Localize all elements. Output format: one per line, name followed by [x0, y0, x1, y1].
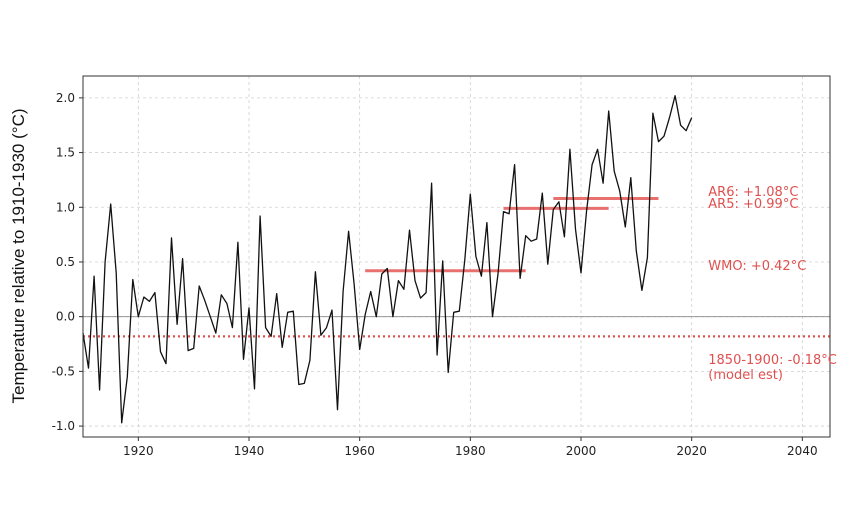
- annotation-label: AR6: +1.08°C: [708, 185, 798, 200]
- x-axis-ticks: 1920 1940 1960 1980 2000 2020 2040: [123, 437, 818, 458]
- y-tick-label: -0.5: [52, 364, 75, 378]
- x-tick-label: 2020: [676, 444, 707, 458]
- annotation-label: 1850-1900: -0.18°C: [708, 353, 837, 368]
- x-tick-label: 1940: [234, 444, 265, 458]
- annotation-label: AR5: +0.99°C: [708, 197, 798, 212]
- x-tick-label: 1960: [344, 444, 375, 458]
- y-axis-ticks: -1.0 -0.5 0.0 0.5 1.0 1.5 2.0: [52, 91, 83, 433]
- temperature-series-line: [82, 95, 693, 424]
- y-tick-label: -1.0: [52, 419, 75, 433]
- y-tick-label: 1.0: [56, 200, 75, 214]
- plot-frame: [82, 75, 831, 438]
- x-tick-label: 2040: [787, 444, 818, 458]
- series-group: [82, 95, 693, 424]
- y-tick-label: 0.5: [56, 255, 75, 269]
- x-tick-label: 2000: [566, 444, 597, 458]
- annotation-label: WMO: +0.42°C: [708, 259, 806, 274]
- x-tick-label: 1920: [123, 444, 154, 458]
- y-tick-label: 1.5: [56, 146, 75, 160]
- annotation-sublabel: (model est): [708, 368, 783, 383]
- grid: [83, 76, 830, 437]
- y-tick-label: 0.0: [56, 310, 75, 324]
- y-tick-label: 2.0: [56, 91, 75, 105]
- x-tick-label: 1980: [455, 444, 486, 458]
- y-axis-label: Temperature relative to 1910-1930 (°C): [9, 108, 28, 403]
